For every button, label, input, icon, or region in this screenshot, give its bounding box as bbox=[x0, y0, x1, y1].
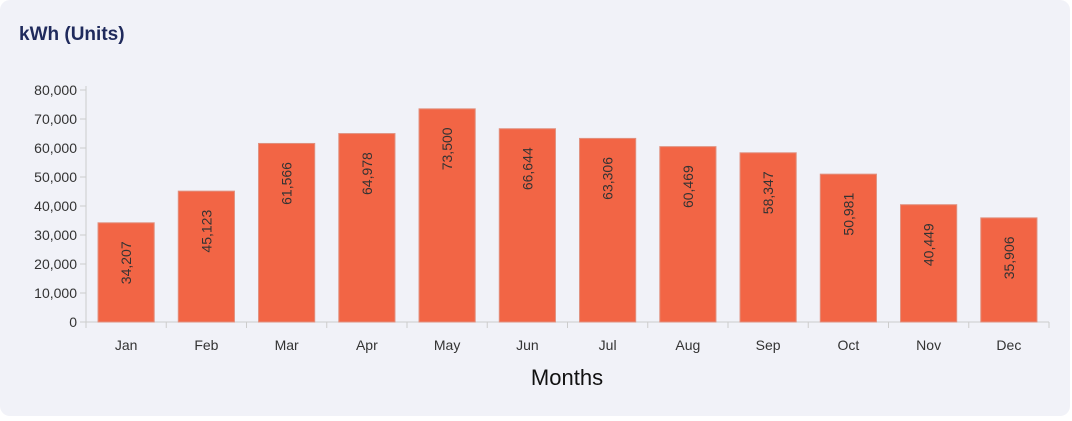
x-tick-label: Nov bbox=[916, 337, 941, 353]
bar-aug[interactable] bbox=[659, 146, 717, 323]
bar-dec[interactable] bbox=[980, 217, 1038, 323]
chart-title: kWh (Units) bbox=[19, 24, 125, 45]
x-tick-label: Dec bbox=[996, 337, 1021, 353]
y-tick-label: 30,000 bbox=[34, 227, 77, 243]
data-labels: 34,207 45,123 61,566 64,978 73,500 66,644 63,3… bbox=[118, 127, 1017, 284]
y-tick-label: 60,000 bbox=[34, 140, 77, 156]
data-label-jun: 66,644 bbox=[519, 147, 535, 190]
bar-feb[interactable] bbox=[177, 190, 235, 323]
bar-mar[interactable] bbox=[258, 142, 316, 323]
x-tick-label: Feb bbox=[194, 337, 218, 353]
data-label-apr: 64,978 bbox=[359, 152, 375, 195]
data-label-oct: 50,981 bbox=[840, 193, 856, 236]
data-label-may: 73,500 bbox=[439, 127, 455, 170]
x-tick-label: Jan bbox=[115, 337, 138, 353]
x-axis: Jan Feb Mar Apr May Jun Jul Aug Sep Oct Nov Dec bbox=[85, 321, 1050, 353]
x-tick-label: Oct bbox=[837, 337, 859, 353]
bar-sep[interactable] bbox=[739, 152, 797, 323]
data-label-aug: 60,469 bbox=[680, 165, 696, 208]
x-tick-label: Jul bbox=[599, 337, 617, 353]
y-tick-label: 80,000 bbox=[34, 82, 77, 98]
x-tick-label: Aug bbox=[675, 337, 700, 353]
bar-nov[interactable] bbox=[900, 204, 958, 323]
y-tick-label: 70,000 bbox=[34, 111, 77, 127]
data-label-feb: 45,123 bbox=[198, 210, 214, 253]
x-tick-label: Jun bbox=[516, 337, 539, 353]
data-label-mar: 61,566 bbox=[279, 162, 295, 205]
x-tick-label: Apr bbox=[356, 337, 378, 353]
bars bbox=[97, 108, 1038, 323]
bar-jul[interactable] bbox=[579, 137, 637, 323]
data-label-dec: 35,906 bbox=[1001, 236, 1017, 279]
x-tick-label: Sep bbox=[756, 337, 781, 353]
x-axis-label: Months bbox=[531, 365, 603, 390]
bar-oct[interactable] bbox=[819, 173, 877, 323]
bar-may[interactable] bbox=[418, 108, 476, 323]
bar-jan[interactable] bbox=[97, 222, 155, 323]
y-tick-label: 40,000 bbox=[34, 198, 77, 214]
data-label-sep: 58,347 bbox=[760, 171, 776, 214]
bar-jun[interactable] bbox=[498, 128, 556, 323]
data-label-jan: 34,207 bbox=[118, 241, 134, 284]
x-tick-label: Mar bbox=[275, 337, 299, 353]
y-axis: 0 10,000 20,000 30,000 40,000 50,000 60,000 70,… bbox=[34, 82, 87, 330]
y-tick-label: 20,000 bbox=[34, 256, 77, 272]
data-label-jul: 63,306 bbox=[600, 157, 616, 200]
bar-apr[interactable] bbox=[338, 133, 396, 323]
y-tick-label: 10,000 bbox=[34, 285, 77, 301]
y-tick-label: 0 bbox=[69, 314, 77, 330]
y-tick-label: 50,000 bbox=[34, 169, 77, 185]
x-tick-label: May bbox=[434, 337, 460, 353]
data-label-nov: 40,449 bbox=[921, 223, 937, 266]
